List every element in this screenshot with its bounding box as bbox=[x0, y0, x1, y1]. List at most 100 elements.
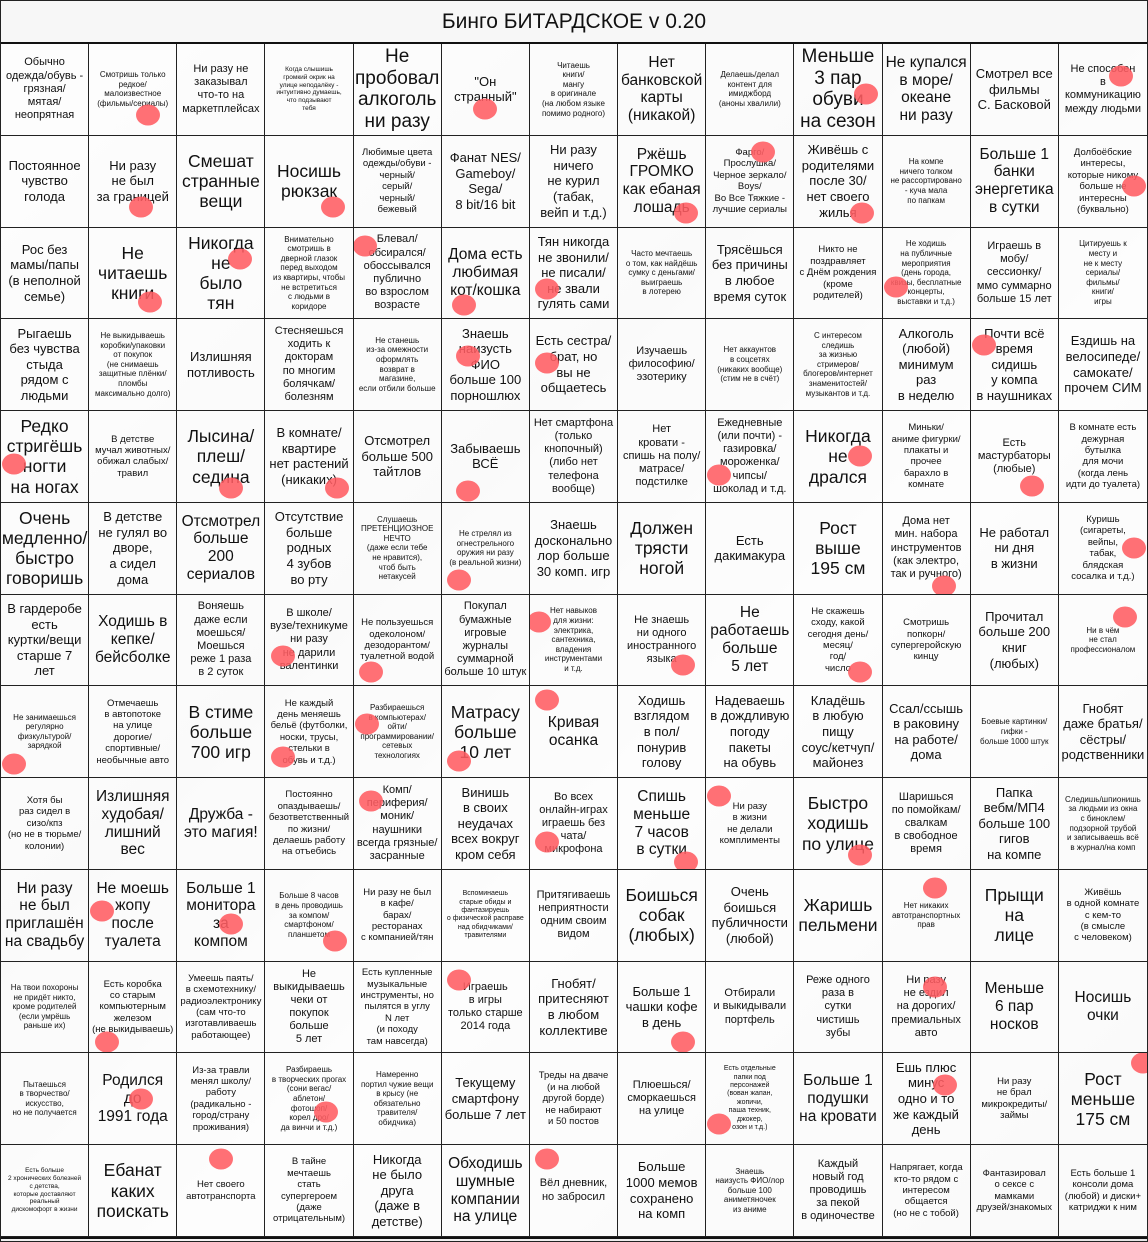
bingo-cell[interactable]: Никогда не было тян bbox=[177, 227, 266, 320]
bingo-cell[interactable]: Папка вебм/МП4 больше 100 гигов на компе bbox=[970, 778, 1059, 870]
bingo-cell[interactable]: Делаешь/делал контент для имиджборд (ано… bbox=[706, 44, 795, 136]
bingo-cell[interactable]: Знаешь наизусть ФИО/лор больше 100 аниме… bbox=[706, 1145, 795, 1237]
bingo-cell[interactable]: Плюешься/ сморкаешься на улице bbox=[618, 1053, 707, 1146]
bingo-cell[interactable]: Не стрелял из огнестрельного оружия ни р… bbox=[441, 502, 530, 595]
bingo-cell[interactable]: Ни в чём не стал профессионалом bbox=[1058, 594, 1147, 687]
bingo-cell[interactable]: Смотришь попкорн/ супергеройскую кинцу bbox=[882, 594, 971, 687]
bingo-cell[interactable]: Шаришься по помойкам/ свалкам в свободно… bbox=[882, 778, 971, 870]
bingo-cell[interactable]: Спишь меньше 7 часов в сутки bbox=[618, 778, 707, 870]
bingo-cell[interactable]: В гардеробе есть куртки/вещи старше 7 ле… bbox=[1, 594, 90, 687]
bingo-cell[interactable]: Есть больше 1 консоли дома (любой) и дис… bbox=[1058, 1145, 1147, 1237]
bingo-cell[interactable]: Отбирали и выкидывали портфель bbox=[706, 961, 795, 1054]
bingo-cell[interactable]: Прочитал больше 200 книг (любых) bbox=[970, 594, 1059, 687]
bingo-cell[interactable]: Ни разу не был за границей bbox=[89, 135, 178, 228]
bingo-cell[interactable]: Смотришь только редкое/ малоизвестное (ф… bbox=[89, 44, 178, 136]
bingo-cell[interactable]: Нет банковской карты (никакой) bbox=[618, 44, 707, 136]
bingo-cell[interactable]: Ни разу не заказывал что-то на маркетпле… bbox=[177, 44, 266, 136]
bingo-cell[interactable]: Разбираешь в творческих прогах (сони вег… bbox=[265, 1053, 354, 1146]
bingo-cell[interactable]: Ебанат каких поискать bbox=[89, 1145, 178, 1237]
bingo-cell[interactable]: Ссал/ссышь в раковину на работе/ дома bbox=[882, 686, 971, 779]
bingo-cell[interactable]: Есть отдельные папки под персонажей (вов… bbox=[706, 1053, 795, 1146]
bingo-cell[interactable]: Родился до 1991 года bbox=[89, 1053, 178, 1146]
bingo-cell[interactable]: Кривая осанка bbox=[529, 686, 619, 779]
bingo-cell[interactable]: Больше 8 часов в день проводишь за компо… bbox=[265, 869, 354, 962]
bingo-cell[interactable]: Меньше 3 пар обуви на сезон bbox=[794, 44, 883, 136]
bingo-cell[interactable]: Отсмотрел больше 500 тайтлов bbox=[353, 411, 442, 503]
bingo-cell[interactable]: Каждый новый год проводишь за пекой в од… bbox=[794, 1145, 883, 1237]
bingo-cell[interactable]: Излишняя худобая/ лишний вес bbox=[89, 778, 178, 870]
bingo-cell[interactable]: Не пользуешься одеколоном/ дезодорантом/… bbox=[353, 594, 442, 687]
bingo-cell[interactable]: Обходишь шумные компании на улице bbox=[441, 1145, 530, 1237]
bingo-cell[interactable]: Ходишь взглядом в пол/ понурив голову bbox=[618, 686, 707, 779]
bingo-cell[interactable]: В детстве не гулял во дворе, а сидел дом… bbox=[89, 502, 178, 595]
bingo-cell[interactable]: Должен трясти ногой bbox=[618, 502, 707, 595]
bingo-cell[interactable]: Живёшь с родителями после 30/ нет своего… bbox=[794, 135, 883, 228]
bingo-cell[interactable]: Когда слышишь громкий окрик на улице неп… bbox=[265, 44, 354, 136]
bingo-cell[interactable]: Умеешь паять/ в схемотехнику/ радиоэлект… bbox=[177, 961, 266, 1054]
bingo-cell[interactable]: Слушаешь ПРЕТЕНЦИОЗНОЕ НЕЧТО (даже если … bbox=[353, 502, 442, 595]
bingo-cell[interactable]: Притягиваешь неприятности одним своим ви… bbox=[529, 869, 619, 962]
bingo-cell[interactable]: Никогда не было друга (даже в детстве) bbox=[353, 1145, 442, 1237]
bingo-cell[interactable]: Играешь в игры только старше 2014 года bbox=[441, 961, 530, 1054]
bingo-cell[interactable]: Смотрел все фильмы С. Басковой bbox=[970, 44, 1059, 136]
bingo-cell[interactable]: Алкоголь (любой) минимум раз в неделю bbox=[882, 319, 971, 412]
bingo-cell[interactable]: Не знаешь ни одного иностранного языка bbox=[618, 594, 707, 687]
bingo-cell[interactable]: Изучаешь философию/ эзотерику bbox=[618, 319, 707, 412]
bingo-cell[interactable]: Больше 1 чашки кофе в день bbox=[618, 961, 707, 1054]
bingo-cell[interactable]: Есть купленные музыкальные инструменты, … bbox=[353, 961, 442, 1054]
bingo-cell[interactable]: В стиме больше 700 игр bbox=[177, 686, 266, 779]
bingo-cell[interactable]: Фанат NES/ Gameboy/ Sega/ 8 bit/16 bit bbox=[441, 135, 530, 228]
bingo-cell[interactable]: Фарго/ Прослушка/ Черное зеркало/ Boys/ … bbox=[706, 135, 795, 228]
bingo-cell[interactable]: Ежедневные (или почти) - газировка/ моро… bbox=[706, 411, 795, 503]
bingo-cell[interactable]: Знаешь наизусть ФИО больше 100 порношлюх bbox=[441, 319, 530, 412]
bingo-cell[interactable]: Ешь плюс минус одно и то же каждый день bbox=[882, 1053, 971, 1146]
bingo-cell[interactable]: Не занимаешься регулярно физкультурой/ з… bbox=[1, 686, 90, 779]
bingo-cell[interactable]: Не выкидываешь чеки от покупок больше 5 … bbox=[265, 961, 354, 1054]
bingo-cell[interactable]: Не выкидываешь коробки/упаковки от покуп… bbox=[89, 319, 178, 412]
bingo-cell[interactable]: В комнате/ квартире нет растений (никаки… bbox=[265, 411, 354, 503]
bingo-cell[interactable]: Есть мастурбаторы (любые) bbox=[970, 411, 1059, 503]
bingo-cell[interactable]: Дружба - это магия! bbox=[177, 778, 266, 870]
bingo-cell[interactable]: В комнате есть дежурная бутылка для мочи… bbox=[1058, 411, 1147, 503]
bingo-cell[interactable]: Пытаешься в творчество/ искусство, но не… bbox=[1, 1053, 90, 1146]
bingo-cell[interactable]: Не станешь из-за омежности оформлять воз… bbox=[353, 319, 442, 412]
bingo-cell[interactable]: Дома нет мин. набора инструментов (как э… bbox=[882, 502, 971, 595]
bingo-cell[interactable]: Есть коробка со старым компьютерным желе… bbox=[89, 961, 178, 1054]
bingo-cell[interactable]: Цитируешь к месту и не к месту сериалы/ … bbox=[1058, 227, 1147, 320]
bingo-cell[interactable]: Больше 1 подушки на кровати bbox=[794, 1053, 883, 1146]
bingo-cell[interactable]: Блевал/ обсирался/ обоссывался публично … bbox=[353, 227, 442, 320]
bingo-cell[interactable]: Рост выше 195 см bbox=[794, 502, 883, 595]
bingo-cell[interactable]: Во всех онлайн-играх играешь без чата/ м… bbox=[529, 778, 619, 870]
bingo-cell[interactable]: Нет аккаунтов в соцсетях (никаких вообще… bbox=[706, 319, 795, 412]
bingo-cell[interactable]: Миньки/ аниме фигурки/ плакаты и прочее … bbox=[882, 411, 971, 503]
bingo-cell[interactable]: Не работал ни дня в жизни bbox=[970, 502, 1059, 595]
bingo-cell[interactable]: Дома есть любимая кот/кошка bbox=[441, 227, 530, 320]
bingo-cell[interactable]: Не способен в коммуникацию между людьми bbox=[1058, 44, 1147, 136]
bingo-cell[interactable]: Вёл дневник, но забросил bbox=[529, 1145, 619, 1237]
bingo-cell[interactable]: Почти всё время сидишь у компа в наушник… bbox=[970, 319, 1059, 412]
bingo-cell[interactable]: Излишняя потливость bbox=[177, 319, 266, 412]
bingo-cell[interactable]: Нет своего автотранспорта bbox=[177, 1145, 266, 1237]
bingo-cell[interactable]: Отсутствие больше родных 4 зубов во рту bbox=[265, 502, 354, 595]
bingo-cell[interactable]: Матрасу больше 10 лет bbox=[441, 686, 530, 779]
bingo-cell[interactable]: Нет кровати - спишь на полу/ матрасе/ по… bbox=[618, 411, 707, 503]
bingo-cell[interactable]: Долбоёбские интересы, которые никому бол… bbox=[1058, 135, 1147, 228]
bingo-cell[interactable]: Трясёшься без причины в любое время суто… bbox=[706, 227, 795, 320]
bingo-cell[interactable]: Ни разу ничего не курил (табак, вейп и т… bbox=[529, 135, 619, 228]
bingo-cell[interactable]: Ржёшь ГРОМКО как ебаная лошадь bbox=[618, 135, 707, 228]
bingo-cell[interactable]: Отмечаешь в автопотоке на улице дорогие/… bbox=[89, 686, 178, 779]
bingo-cell[interactable]: Тян никогда не звонили/ не писали/ не зв… bbox=[529, 227, 619, 320]
bingo-cell[interactable]: Не купался в море/ океане ни разу bbox=[882, 44, 971, 136]
bingo-cell[interactable]: Фантазировал о сексе с мамками друзей/зн… bbox=[970, 1145, 1059, 1237]
bingo-cell[interactable]: На твои похороны не придёт никто, кроме … bbox=[1, 961, 90, 1054]
bingo-cell[interactable]: Гнобят/ притесняют в любом коллективе bbox=[529, 961, 619, 1054]
bingo-cell[interactable]: Ездишь на велосипеде/ самокате/ прочем С… bbox=[1058, 319, 1147, 412]
bingo-cell[interactable]: Покупал бумажные игровые журналы суммарн… bbox=[441, 594, 530, 687]
bingo-cell[interactable]: Винишь в своих неудачах всех вокруг кром… bbox=[441, 778, 530, 870]
bingo-cell[interactable]: Отсмотрел больше 200 сериалов bbox=[177, 502, 266, 595]
bingo-cell[interactable]: Нет навыков для жизни: электрика, сантех… bbox=[529, 594, 619, 687]
bingo-cell[interactable]: Намеренно портил чужие вещи в крысу (не … bbox=[353, 1053, 442, 1146]
bingo-cell[interactable]: Смешат странные вещи bbox=[177, 135, 266, 228]
bingo-cell[interactable]: Забываешь ВСЁ bbox=[441, 411, 530, 503]
bingo-cell[interactable]: Никто не поздравляет с Днём рождения (кр… bbox=[794, 227, 883, 320]
